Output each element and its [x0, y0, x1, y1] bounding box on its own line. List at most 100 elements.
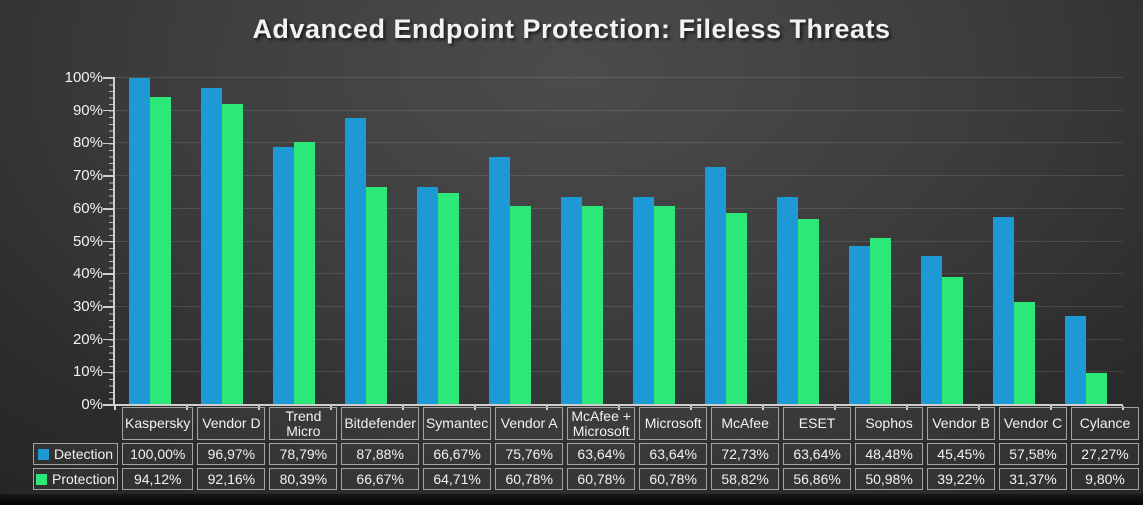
bar-group-bitdefender [331, 78, 403, 405]
table-value-cell: 39,22% [927, 468, 996, 490]
x-axis-tick [114, 406, 116, 410]
table-header-cell: Bitdefender [341, 407, 419, 440]
table-value-cell: 60,78% [567, 468, 636, 490]
x-axis-tick [474, 406, 476, 410]
bar-detection-11 [849, 246, 870, 405]
bar-detection-9 [705, 167, 726, 405]
table-value-cell: 87,88% [341, 443, 419, 465]
gridline [115, 273, 1123, 275]
bar-group-sophos [835, 78, 907, 405]
y-axis-major-tick [103, 273, 113, 275]
bar-protection-3 [294, 142, 315, 405]
x-axis-tick [546, 406, 548, 410]
chart-title: Advanced Endpoint Protection: Fileless T… [252, 14, 891, 44]
bar-protection-13 [1014, 302, 1035, 405]
table-value-cell: 64,71% [422, 468, 492, 490]
bar-detection-3 [273, 147, 294, 405]
protection-legend-swatch-icon [36, 473, 47, 485]
x-axis-line [113, 404, 1123, 406]
y-axis-tick-label: 60% [72, 199, 103, 217]
y-axis-tick-label: 90% [72, 101, 103, 119]
bar-protection-7 [582, 206, 603, 405]
bar-protection-10 [798, 219, 819, 405]
table-corner-cell [33, 407, 118, 440]
table-value-cell: 31,37% [999, 468, 1067, 490]
table-value-cell: 27,27% [1070, 443, 1139, 465]
table-header-cell: Vendor D [197, 407, 266, 440]
table-header-row: Kaspersky Vendor D Trend Micro Bitdefender S… [33, 407, 1139, 440]
legend-label: Detection [53, 445, 114, 462]
bar-protection-8 [654, 206, 675, 405]
y-axis-major-tick [103, 371, 113, 374]
table-value-cell: 63,64% [639, 443, 708, 465]
x-axis-tick [1122, 406, 1124, 410]
x-axis-tick [618, 406, 620, 410]
x-axis-tick [186, 406, 188, 410]
table-value-cell: 9,80% [1070, 468, 1139, 490]
table-header-cell: Symantec [422, 407, 492, 440]
table-header-cell: Microsoft [639, 407, 708, 440]
gridline [115, 338, 1123, 340]
x-axis-tick [1050, 406, 1052, 410]
bar-group-microsoft [619, 78, 691, 405]
table-value-cell: 94,12% [122, 468, 194, 490]
plot-area [115, 77, 1123, 405]
bar-protection-12 [942, 276, 963, 405]
bar-group-mcafee [691, 78, 763, 405]
x-axis-tick [690, 406, 692, 410]
bar-detection-14 [1065, 315, 1086, 405]
y-axis-tick-label: 20% [72, 330, 103, 348]
legend-cell-detection: Detection [33, 443, 119, 465]
gridline [115, 240, 1123, 242]
table-header-cell: Vendor B [927, 407, 996, 440]
gridline [115, 207, 1123, 209]
y-axis-major-tick [103, 240, 113, 243]
bar-detection-5 [417, 187, 438, 405]
table-value-cell: 56,86% [783, 468, 852, 490]
y-axis-minor-ticks [109, 78, 113, 405]
bar-detection-6 [489, 157, 510, 405]
table-header-cell: McAfee [711, 407, 780, 440]
bar-protection-2 [222, 103, 243, 405]
y-axis-tick-label: 30% [72, 297, 103, 315]
table-value-cell: 66,67% [422, 443, 492, 465]
y-axis-line [113, 77, 115, 406]
bar-detection-4 [345, 117, 366, 405]
data-table: Kaspersky Vendor D Trend Micro Bitdefender S… [29, 404, 1143, 493]
bar-group-cylance [1051, 78, 1123, 405]
table-value-cell: 75,76% [495, 443, 564, 465]
table-value-cell: 48,48% [855, 443, 924, 465]
table-value-cell: 63,64% [783, 443, 852, 465]
gridline [115, 175, 1123, 177]
table-value-cell: 66,67% [341, 468, 419, 490]
bottom-strip [0, 494, 1143, 505]
table-header-cell: Trend Micro [269, 407, 338, 440]
table-value-cell: 92,16% [197, 468, 266, 490]
bar-detection-13 [993, 216, 1014, 405]
bar-protection-5 [438, 193, 459, 405]
bar-detection-8 [633, 196, 654, 405]
table-value-cell: 80,39% [269, 468, 338, 490]
table-row-detection: Detection 100,00% 96,97% 78,79% 87,88% 66,67%… [33, 443, 1139, 465]
table-value-cell: 50,98% [855, 468, 924, 490]
table-value-cell: 60,78% [495, 468, 564, 490]
bar-protection-4 [366, 187, 387, 405]
bar-group-symantec [403, 78, 475, 405]
table-header-cell: Kaspersky [122, 407, 194, 440]
gridline [115, 142, 1123, 144]
table-value-cell: 72,73% [711, 443, 780, 465]
y-axis-tick-label: 10% [72, 363, 103, 381]
detection-legend-swatch-icon [37, 448, 49, 460]
table-header-cell: ESET [783, 407, 852, 440]
table-row-protection: Protection 94,12% 92,16% 80,39% 66,67% 64,71%… [33, 468, 1139, 490]
legend-label: Protection [52, 470, 116, 487]
x-axis-tick [330, 406, 332, 410]
y-axis-tick-label: 80% [72, 134, 103, 152]
bar-detection-10 [777, 196, 798, 405]
bar-group-vendor-d [187, 78, 259, 405]
x-axis-tick [258, 406, 260, 410]
table-value-cell: 78,79% [269, 443, 338, 465]
bar-detection-1 [129, 78, 150, 405]
y-axis-tick-label: 100% [64, 69, 103, 86]
